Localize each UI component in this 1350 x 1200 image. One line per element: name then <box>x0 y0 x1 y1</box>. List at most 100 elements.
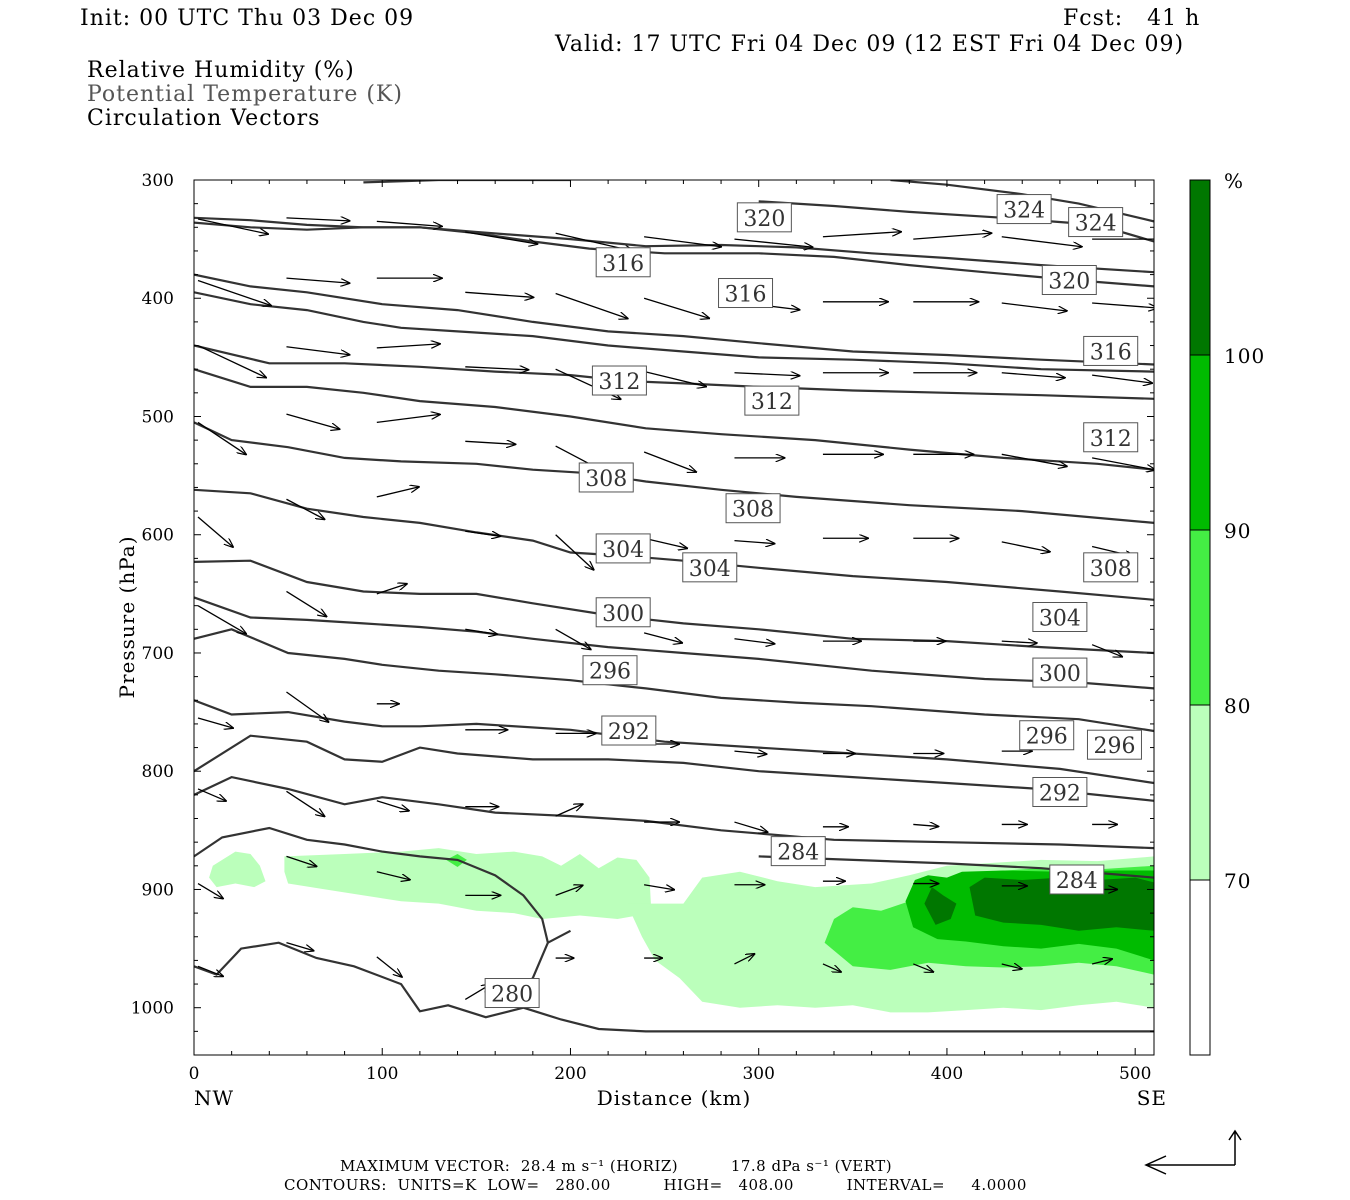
contour-label-box <box>718 278 774 309</box>
contour-label-box <box>770 836 826 867</box>
circulation-vector <box>376 220 442 226</box>
contour-label: 296 <box>589 660 631 685</box>
contour-label: 292 <box>1039 782 1081 807</box>
circulation-vector <box>376 800 409 811</box>
circulation-vector <box>734 751 766 754</box>
theta-contour-316 <box>194 421 1154 524</box>
circulation-vector <box>734 373 799 376</box>
contour-label: 280 <box>491 983 533 1008</box>
x-tick-label: 500 <box>1119 1064 1151 1084</box>
contour-label: 308 <box>585 467 627 492</box>
circulation-vector <box>465 530 500 536</box>
contour-label-box <box>601 715 657 746</box>
forecast-hour: Fcst: 41 h <box>1063 6 1201 31</box>
circulation-vector <box>465 231 537 244</box>
circulation-vector <box>376 414 440 424</box>
circulation-vector <box>376 344 440 349</box>
colorbar-level-label: 100 <box>1224 344 1265 368</box>
circulation-vector <box>555 885 583 896</box>
rh-shading <box>209 848 1154 1013</box>
theta-contour-284 <box>547 929 572 944</box>
circulation-vector <box>1001 302 1067 311</box>
plot-frame <box>193 179 1155 1056</box>
theta-contour-288 <box>194 775 1154 850</box>
circulation-vector <box>1091 959 1112 964</box>
theta-contour-328 <box>194 291 1154 373</box>
x-end-label-left: NW <box>194 1086 234 1110</box>
contour-label-box <box>996 194 1052 225</box>
theta-contour-312 <box>194 488 1154 601</box>
contour-label: 292 <box>608 720 650 745</box>
contour-label-box <box>578 462 634 493</box>
circulation-vector <box>286 498 324 519</box>
circulation-vector <box>286 218 349 221</box>
x-tick-label: 200 <box>554 1064 586 1084</box>
theta-contour-300 <box>194 628 1154 733</box>
contour-label-box <box>595 597 651 628</box>
circulation-vector <box>555 534 594 570</box>
circulation-vector <box>555 804 583 817</box>
contour-label: 316 <box>725 283 767 308</box>
circulation-vector <box>286 790 324 816</box>
contour-label: 296 <box>1093 734 1135 759</box>
x-tick-label: 100 <box>366 1064 398 1084</box>
y-tick-label: 700 <box>142 644 174 664</box>
colorbar-frame <box>1189 179 1211 1056</box>
colorbar-level-label: 80 <box>1224 694 1251 718</box>
max-vector-note: MAXIMUM VECTOR: 28.4 m s⁻¹ (HORIZ) 17.8 … <box>340 1157 893 1175</box>
contour-label-box <box>582 655 638 686</box>
colorbar: 70 80 90 100 <box>1189 179 1265 1056</box>
contour-labels: 320 324 324 316 320 316 316 312 312 312 308 308 304 3… <box>484 194 1142 1009</box>
x-tick-label: 300 <box>742 1064 774 1084</box>
contours-note: CONTOURS: UNITS=K LOW= 280.00 HIGH= 408.… <box>284 1176 1027 1194</box>
circulation-vector <box>465 441 515 444</box>
circulation-vector <box>913 963 933 972</box>
theta-contour-344 <box>363 180 571 184</box>
contour-label-box <box>484 978 540 1009</box>
theta-contour-284 <box>194 826 550 1007</box>
contour-label: 300 <box>602 602 644 627</box>
circulation-vector <box>644 884 674 890</box>
x-axis-label: Distance (km) <box>597 1086 752 1110</box>
legend-vectors: Circulation Vectors <box>87 106 321 131</box>
contour-label-box <box>725 493 781 524</box>
circulation-vector <box>197 344 266 378</box>
circulation-vector <box>1001 641 1037 643</box>
circulation-vector <box>286 942 313 951</box>
contour-label: 296 <box>1026 725 1068 750</box>
circulation-vector <box>197 882 223 899</box>
y-tick-label: 500 <box>142 407 174 427</box>
contour-label: 324 <box>1003 199 1045 224</box>
circulation-vector <box>644 236 721 247</box>
contour-label-box <box>1083 422 1139 453</box>
circulation-vector <box>643 297 709 318</box>
circulation-vector <box>286 590 326 616</box>
circulation-vector <box>555 628 591 649</box>
theta-contour-304 <box>194 596 1154 690</box>
colorbar-swatch <box>1190 355 1210 530</box>
circulation-vector <box>465 367 528 370</box>
colorbar-level-label: 90 <box>1224 519 1251 543</box>
circulation-vector <box>465 291 533 297</box>
circulation-vector <box>822 963 841 972</box>
init-time: Init: 00 UTC Thu 03 Dec 09 <box>80 6 415 31</box>
circulation-vector <box>734 541 774 544</box>
circulation-vector <box>197 279 271 306</box>
circulation-vector <box>376 487 419 498</box>
contour-label: 308 <box>1090 557 1132 582</box>
contour-label: 320 <box>743 207 785 232</box>
reference-vector-icon <box>1144 1129 1242 1175</box>
circulation-vector <box>197 788 226 801</box>
circulation-vector <box>1001 372 1065 378</box>
rh-region-100 <box>969 877 1154 931</box>
circulation-vector <box>734 821 767 832</box>
colorbar-swatch <box>1190 530 1210 705</box>
theta-contour-336 <box>194 221 1154 288</box>
contour-label-box <box>1041 265 1097 296</box>
contour-label-box <box>1083 335 1139 366</box>
theta-contour-280 <box>194 941 1154 1033</box>
circulation-vector <box>643 370 706 387</box>
theta-contour-292 <box>194 734 1154 802</box>
circulation-vector <box>286 855 316 866</box>
circulation-vector <box>643 537 687 548</box>
